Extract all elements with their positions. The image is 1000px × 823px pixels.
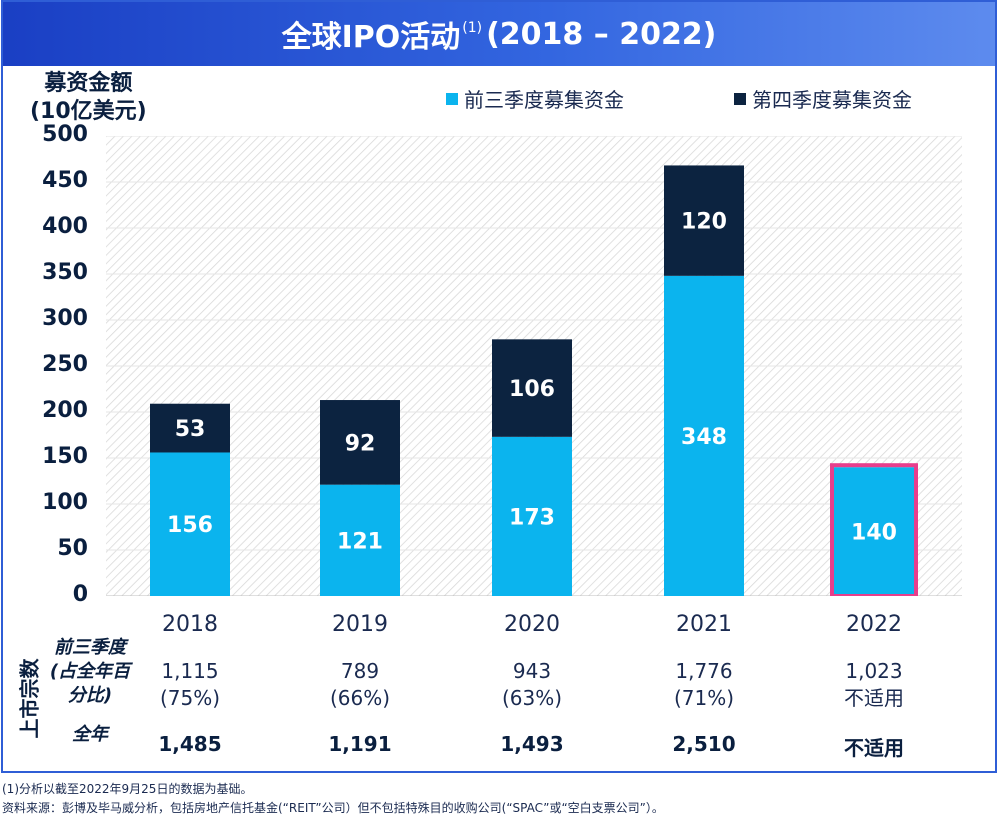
full-year-count: 1,485 <box>158 732 222 756</box>
bar-q1q3-2022 <box>834 467 914 596</box>
data-label-q4-2019: 92 <box>345 431 376 456</box>
x-tick-label: 2022 <box>846 612 902 637</box>
y-tick-label: 300 <box>42 306 88 331</box>
y-tick-label: 250 <box>42 352 88 377</box>
chart-header: 全球IPO活动 (1) (2018 – 2022) <box>3 2 995 66</box>
full-year-count: 1,493 <box>500 732 564 756</box>
y-tick-label: 150 <box>42 444 88 469</box>
data-label-q4-2018: 53 <box>175 417 206 442</box>
y-axis-label-line2: (10亿美元) <box>30 99 147 124</box>
data-label-q1q3-2021: 348 <box>681 425 727 450</box>
q1q3-count: 789 <box>340 659 380 683</box>
data-label-q1q3-2019: 121 <box>337 529 383 554</box>
y-axis-label: 募资金额 (10亿美元) <box>30 70 147 126</box>
q1q3-count-cell: 1,115 (75%) <box>115 658 265 712</box>
title-years: (2018 – 2022) <box>486 16 717 52</box>
y-tick-label: 100 <box>42 490 88 515</box>
q1q3-share: (75%) <box>159 686 221 710</box>
bar-q4-2021 <box>664 165 744 276</box>
bar-q1q3-2018 <box>150 452 230 596</box>
x-tick-label: 2021 <box>676 612 732 637</box>
q1q3-count: 1,776 <box>675 659 733 683</box>
q1q3-share: 不适用 <box>844 686 904 710</box>
y-axis-label-line1: 募资金额 <box>44 71 133 96</box>
bar-q4-2020 <box>492 339 572 437</box>
legend-label-q1q3: 前三季度募集资金 <box>464 88 624 112</box>
q1q3-count-cell: 1,776 (71%) <box>629 658 779 712</box>
y-tick-label: 50 <box>57 536 88 561</box>
q1q3-share: (71%) <box>673 686 735 710</box>
footnote-source: 资料来源：彭博及毕马威分析，包括房地产信托基金(“REIT”公司）但不包括特殊目… <box>2 801 664 815</box>
y-tick-label: 0 <box>72 582 88 607</box>
chart-frame: 全球IPO活动 (1) (2018 – 2022) <box>1 0 997 773</box>
bar-q1q3-2019 <box>320 484 400 596</box>
q1q3-share: (63%) <box>501 686 563 710</box>
data-label-q1q3-2018: 156 <box>167 513 213 538</box>
plot-area: 156 53 121 92 173 106 348 120 140 <box>105 135 963 604</box>
x-tick-label: 2019 <box>332 612 388 637</box>
x-tick-label: 2018 <box>162 612 218 637</box>
bar-q1q3-2020 <box>492 436 572 596</box>
q1q3-count-cell: 1,023 不适用 <box>799 658 949 712</box>
q1q3-count-cell: 789 (66%) <box>285 658 435 712</box>
y-tick-label: 350 <box>42 260 88 285</box>
bar-chart: 156 53 121 92 173 106 348 120 140 <box>105 135 963 604</box>
legend-swatch-q1q3 <box>446 92 458 105</box>
footnote-1: (1)分析以截至2022年9月25日的数据为基础。 <box>2 782 253 796</box>
y-tick-label: 450 <box>42 168 88 193</box>
data-label-q4-2021: 120 <box>681 210 727 235</box>
q1q3-share: (66%) <box>329 686 391 710</box>
row-label-q1q3: 前三季度 (占全年百 分比) <box>49 637 131 706</box>
full-year-count: 2,510 <box>672 732 736 756</box>
title-footnote-mark: (1) <box>462 20 483 36</box>
q1q3-count: 1,023 <box>845 659 903 683</box>
y-tick-label: 400 <box>42 214 88 239</box>
legend-item-q1q3: 前三季度募集资金 <box>446 84 624 113</box>
data-label-q1q3-2022: 140 <box>851 521 897 546</box>
q1q3-count: 943 <box>512 659 552 683</box>
data-label-q1q3-2020: 173 <box>509 505 555 530</box>
q1q3-count: 1,115 <box>161 659 219 683</box>
q1q3-count-cell: 943 (63%) <box>457 658 607 712</box>
full-year-count: 不适用 <box>844 736 904 760</box>
legend-label-q4: 第四季度募集资金 <box>752 88 912 112</box>
title-main: 全球IPO活动 <box>281 20 461 55</box>
bar-q4-2019 <box>320 400 400 485</box>
full-year-count: 1,191 <box>328 732 392 756</box>
legend-swatch-q4 <box>734 92 746 105</box>
row-label-full-year: 全年 <box>72 724 108 745</box>
legend-item-q4: 第四季度募集资金 <box>734 84 912 113</box>
y-tick-label: 200 <box>42 398 88 423</box>
data-label-q4-2020: 106 <box>509 377 555 402</box>
y-tick-label: 500 <box>42 122 88 147</box>
bar-q4-2018 <box>150 403 230 453</box>
bar-q1q3-2021 <box>664 275 744 596</box>
x-tick-label: 2020 <box>504 612 560 637</box>
